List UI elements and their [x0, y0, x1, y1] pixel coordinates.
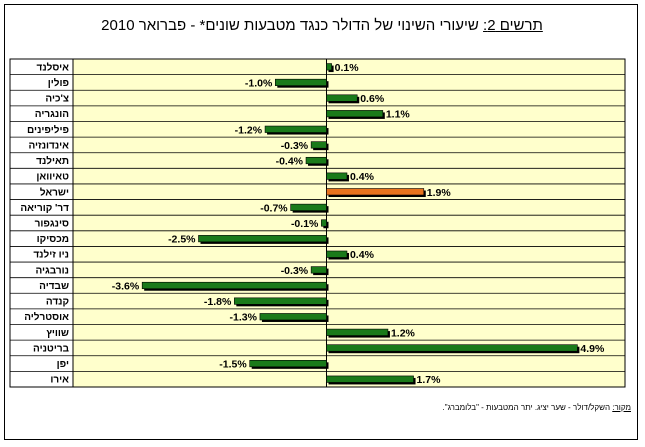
bar	[326, 375, 414, 383]
bar	[326, 94, 358, 102]
category-label: מכסיקו	[37, 234, 69, 245]
data-label: 0.4%	[350, 171, 375, 183]
bar	[326, 344, 578, 352]
bar	[310, 266, 327, 274]
data-label: -1.2%	[235, 124, 263, 136]
data-label: 1.1%	[386, 109, 411, 121]
bar	[249, 360, 327, 368]
data-label: -0.4%	[276, 156, 304, 168]
category-label: נורבגיה	[35, 265, 69, 276]
data-label: -1.3%	[230, 312, 258, 324]
source-text: השקל/דולר - שער יציג. יתר המטבעות - "בלו…	[442, 403, 611, 412]
data-label: -1.5%	[219, 359, 247, 371]
category-label: פולין	[48, 77, 69, 89]
category-label: סינגפור	[35, 219, 69, 230]
plot-area	[72, 58, 626, 388]
chart-title: תרשים 2: שיעורי השינוי של הדולר כנגד מטב…	[5, 17, 639, 34]
data-label: -3.6%	[112, 280, 140, 292]
data-label: -0.1%	[291, 218, 319, 230]
data-label: -1.0%	[245, 77, 273, 89]
data-label: -0.7%	[260, 202, 288, 214]
data-label: -0.3%	[281, 140, 309, 152]
bar	[141, 281, 327, 290]
bar	[310, 141, 327, 149]
data-label: 4.9%	[580, 343, 605, 355]
category-label: דר' קוריאה	[20, 203, 69, 214]
category-label: פיליפינים	[27, 124, 69, 136]
category-label: אוסטרליה	[24, 311, 69, 323]
category-label: טאיוואן	[36, 172, 69, 183]
category-label: יפן	[57, 359, 69, 370]
data-label: 1.9%	[427, 187, 452, 199]
category-label: שבדיה	[39, 281, 69, 292]
data-label: 0.6%	[360, 93, 385, 105]
data-label: -1.8%	[204, 296, 232, 308]
bar	[326, 250, 348, 258]
data-label: 0.1%	[335, 62, 360, 74]
bar	[198, 235, 327, 243]
bar	[326, 110, 384, 118]
bar	[290, 203, 327, 211]
category-label: קנדה	[46, 297, 69, 308]
chart-title-text: שיעורי השינוי של הדולר כנגד מטבעות שונים…	[101, 17, 479, 34]
bar	[326, 188, 425, 196]
category-label: בריטניה	[33, 343, 70, 354]
data-label: 0.4%	[350, 249, 375, 261]
category-column	[9, 58, 74, 388]
data-label: -0.3%	[281, 265, 309, 277]
category-label: ישראל	[40, 186, 69, 198]
category-label: ניו זילנד	[33, 249, 69, 261]
data-label: -2.5%	[168, 234, 196, 246]
bar	[234, 297, 327, 305]
category-label: אירו	[50, 375, 69, 386]
source-note: מקור: השקל/דולר - שער יציג. יתר המטבעות …	[5, 403, 631, 412]
chart-title-label: תרשים 2:	[483, 17, 543, 34]
source-label: מקור:	[612, 403, 631, 412]
category-label: שוויץ	[46, 328, 69, 339]
data-label: 1.2%	[391, 327, 416, 339]
category-label: צ'כיה	[45, 94, 69, 105]
bar	[259, 313, 327, 321]
bar	[305, 156, 327, 165]
category-label: איסלנד	[37, 61, 70, 73]
bar	[321, 219, 327, 227]
category-label: אינדונזיה	[28, 140, 69, 151]
bar	[326, 172, 348, 180]
data-label: 1.7%	[417, 374, 442, 386]
bar	[326, 328, 389, 336]
category-label: הונגריה	[35, 109, 69, 120]
bar	[326, 63, 332, 71]
category-label: תאילנד	[36, 155, 69, 167]
bar	[264, 125, 327, 133]
bar	[274, 78, 327, 86]
